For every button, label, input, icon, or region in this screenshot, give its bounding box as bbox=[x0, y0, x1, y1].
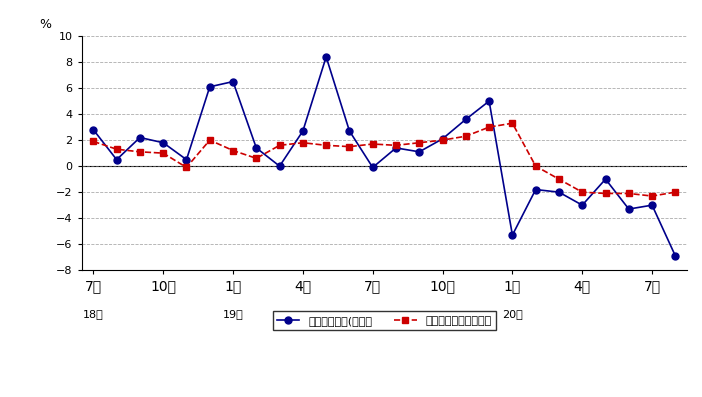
Legend: 現金給与総額(名目）, きまって支給する給与: 現金給与総額(名目）, きまって支給する給与 bbox=[272, 311, 496, 330]
Text: 19年: 19年 bbox=[223, 309, 244, 319]
Text: 20年: 20年 bbox=[502, 309, 523, 319]
Text: 18年: 18年 bbox=[83, 309, 104, 319]
Y-axis label: %: % bbox=[39, 18, 51, 31]
